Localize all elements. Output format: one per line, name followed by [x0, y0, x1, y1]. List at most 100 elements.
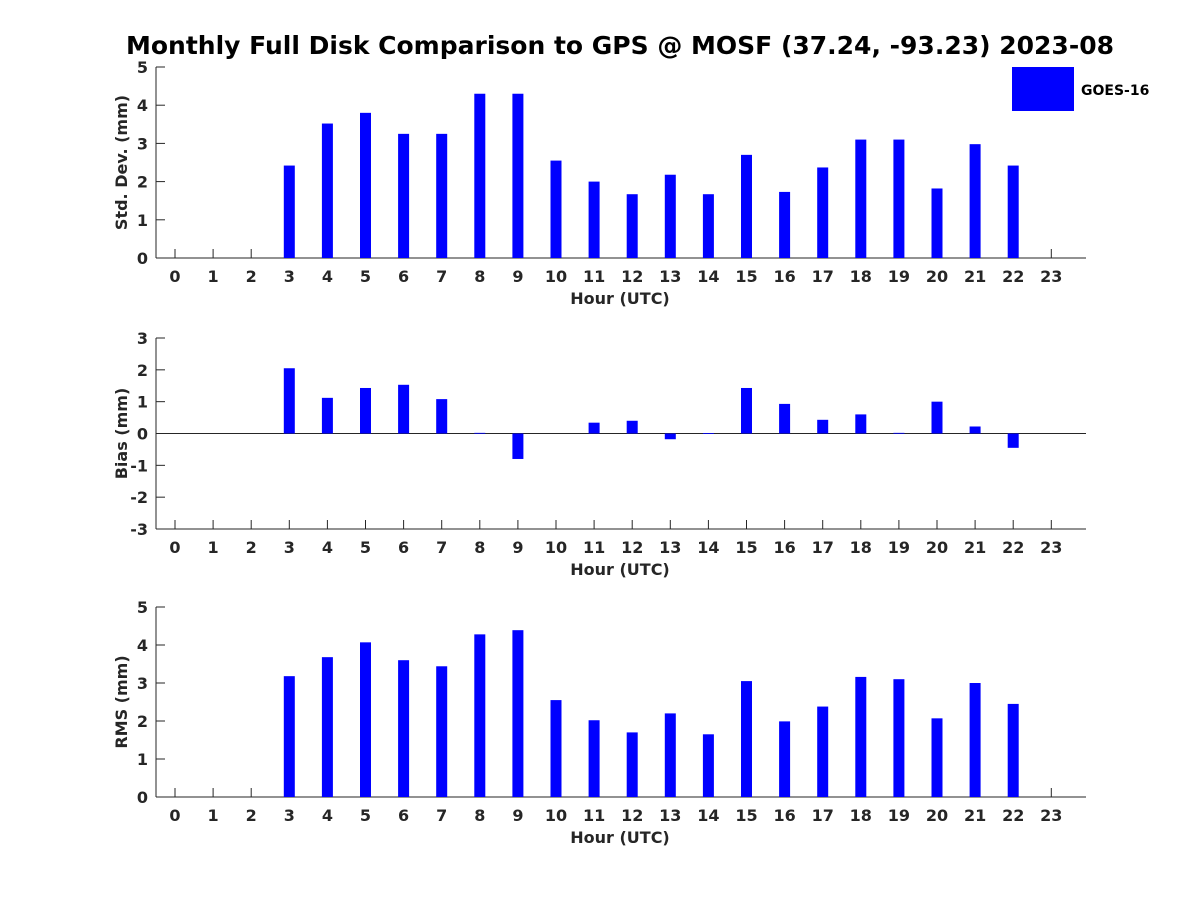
bias-x-tick-label: 13 [659, 538, 681, 557]
rms-y-tick-label: 4 [137, 636, 148, 655]
rms-x-tick-label: 21 [964, 806, 986, 825]
stddev-bar-hour-22 [1007, 165, 1019, 258]
rms-x-tick-label: 23 [1040, 806, 1062, 825]
rms-bar-hour-12 [626, 732, 638, 797]
rms-bar-hour-16 [779, 721, 791, 797]
bias-x-tick-label: 11 [583, 538, 605, 557]
stddev-bar-hour-21 [969, 144, 981, 258]
stddev-y-tick-label: 4 [137, 96, 148, 115]
stddev-x-tick-label: 14 [697, 267, 719, 286]
rms-bar-hour-20 [931, 718, 943, 797]
stddev-x-tick-label: 15 [735, 267, 757, 286]
bias-bar-hour-22 [1007, 433, 1019, 448]
bias-x-tick-label: 3 [284, 538, 295, 557]
rms-bar-hour-5 [360, 642, 371, 797]
bias-bar-hour-13 [664, 433, 676, 440]
bias-x-tick-label: 21 [964, 538, 986, 557]
bias-bar-hour-17 [817, 419, 829, 434]
bias-bar-hour-14 [702, 433, 714, 434]
bias-y-tick-label: 1 [137, 393, 148, 412]
bias-bar-hour-16 [779, 403, 791, 434]
bias-x-tick-label: 7 [436, 538, 447, 557]
bias-x-tick-label: 10 [545, 538, 567, 557]
bias-bar-hour-7 [436, 399, 448, 434]
bias-x-tick-label: 5 [360, 538, 371, 557]
rms-bar-hour-4 [321, 657, 333, 797]
rms-x-tick-label: 8 [474, 806, 485, 825]
legend-label: GOES-16 [1081, 83, 1149, 99]
bias-y-tick-label: -2 [130, 488, 148, 507]
stddev-x-tick-label: 7 [436, 267, 447, 286]
rms-bar-hour-9 [512, 630, 524, 797]
bias-bar-hour-5 [360, 387, 371, 434]
stddev-bar-hour-12 [626, 194, 638, 258]
stddev-x-tick-label: 19 [888, 267, 910, 286]
stddev-bar-hour-17 [817, 167, 829, 258]
rms-x-tick-label: 9 [512, 806, 523, 825]
stddev-x-tick-label: 16 [773, 267, 795, 286]
rms-x-tick-label: 4 [322, 806, 333, 825]
rms-x-tick-label: 16 [773, 806, 795, 825]
stddev-y-tick-label: 1 [137, 211, 148, 230]
stddev-bar-hour-6 [398, 133, 410, 258]
bias-bar-hour-8 [474, 432, 486, 434]
stddev-bar-hour-15 [741, 154, 752, 258]
bias-bar-hour-18 [855, 414, 867, 434]
stddev-y-tick-label: 0 [137, 249, 148, 268]
bias-x-tick-label: 1 [208, 538, 219, 557]
bias-y-axis-label: Bias (mm) [112, 388, 131, 480]
rms-x-tick-label: 7 [436, 806, 447, 825]
stddev-bar-hour-11 [588, 181, 600, 258]
bias-bar-hour-15 [741, 387, 752, 434]
bias-x-tick-label: 15 [735, 538, 757, 557]
bias-x-tick-label: 2 [246, 538, 257, 557]
rms-x-tick-label: 5 [360, 806, 371, 825]
stddev-bar-hour-16 [779, 191, 791, 258]
rms-x-axis-label: Hour (UTC) [570, 828, 670, 847]
rms-x-tick-label: 17 [812, 806, 834, 825]
rms-bar-hour-17 [817, 706, 829, 797]
chart-title: Monthly Full Disk Comparison to GPS @ MO… [126, 31, 1114, 60]
rms-x-tick-label: 0 [169, 806, 180, 825]
bias-x-tick-label: 17 [812, 538, 834, 557]
bias-x-tick-label: 9 [512, 538, 523, 557]
rms-x-tick-label: 15 [735, 806, 757, 825]
rms-x-tick-label: 1 [208, 806, 219, 825]
bias-y-tick-label: 2 [137, 361, 148, 380]
rms-x-tick-label: 12 [621, 806, 643, 825]
rms-bar-hour-18 [855, 676, 867, 797]
rms-bar-hour-22 [1007, 703, 1019, 797]
rms-x-tick-label: 19 [888, 806, 910, 825]
bias-y-tick-label: -3 [130, 520, 148, 539]
rms-x-tick-label: 6 [398, 806, 409, 825]
rms-y-tick-label: 2 [137, 712, 148, 731]
stddev-x-tick-label: 21 [964, 267, 986, 286]
bias-x-tick-label: 0 [169, 538, 180, 557]
stddev-x-tick-label: 9 [512, 267, 523, 286]
rms-y-axis-label: RMS (mm) [112, 655, 131, 748]
stddev-bar-hour-18 [855, 139, 867, 258]
rms-bar-hour-8 [474, 634, 486, 797]
rms-bar-hour-14 [702, 734, 714, 797]
rms-x-tick-label: 14 [697, 806, 719, 825]
stddev-bar-hour-4 [321, 123, 333, 258]
stddev-bar-hour-13 [664, 174, 676, 258]
legend-swatch [1012, 67, 1074, 111]
stddev-bar-hour-20 [931, 188, 943, 258]
stddev-x-tick-label: 0 [169, 267, 180, 286]
rms-x-tick-label: 11 [583, 806, 605, 825]
stddev-x-tick-label: 10 [545, 267, 567, 286]
rms-bar-hour-10 [550, 700, 562, 797]
stddev-y-tick-label: 2 [137, 173, 148, 192]
bias-x-tick-label: 19 [888, 538, 910, 557]
stddev-x-tick-label: 4 [322, 267, 333, 286]
bias-x-tick-label: 18 [850, 538, 872, 557]
rms-bar-hour-7 [436, 666, 448, 797]
stddev-x-tick-label: 2 [246, 267, 257, 286]
bias-x-tick-label: 23 [1040, 538, 1062, 557]
stddev-x-tick-label: 1 [208, 267, 219, 286]
rms-y-tick-label: 3 [137, 674, 148, 693]
